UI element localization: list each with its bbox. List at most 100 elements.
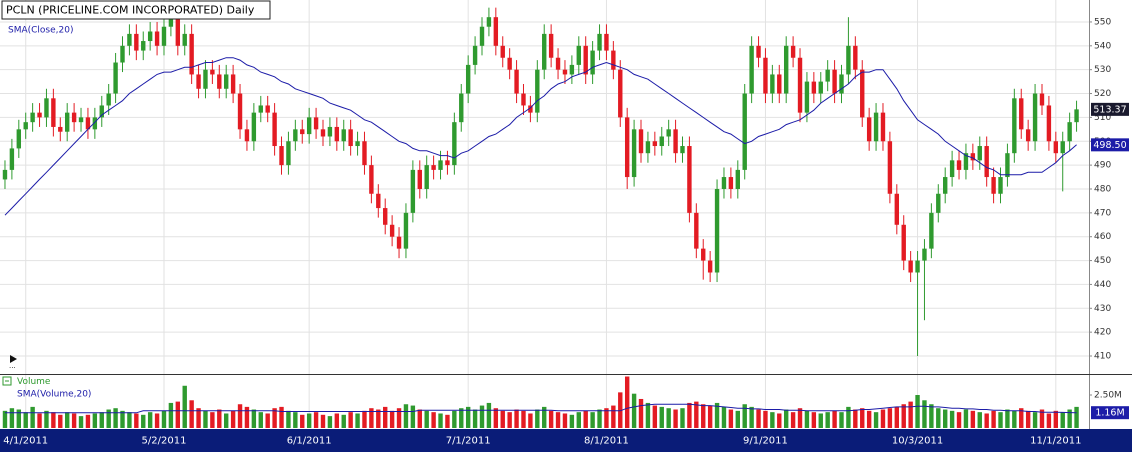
candle-body (2, 169, 8, 180)
candle-body (860, 69, 865, 118)
volume-bar (846, 406, 851, 428)
volume-bar (369, 408, 374, 428)
candle-body (348, 129, 353, 147)
candle-body (866, 117, 872, 142)
candle-body (438, 160, 443, 170)
candle-body (618, 69, 623, 118)
volume-bar (680, 408, 685, 428)
volume-bar (894, 406, 900, 428)
volume-bar (196, 408, 201, 428)
volume-bar (355, 413, 360, 428)
volume-legend: Volume (17, 377, 51, 387)
volume-bar (396, 408, 402, 428)
candle-body (300, 129, 305, 135)
x-tick-label: 7/1/2011 (446, 436, 491, 447)
candle-body (58, 126, 63, 132)
candle-body (147, 31, 153, 42)
volume-bar (638, 398, 644, 428)
volume-bar (548, 410, 554, 428)
candle-body (217, 74, 222, 89)
candle-body (134, 33, 139, 51)
volume-bar (431, 412, 436, 428)
candle-body (714, 188, 720, 273)
candle-body (272, 112, 277, 147)
volume-bar (23, 412, 28, 428)
volume-bar (92, 413, 98, 428)
volume-bar (1019, 408, 1024, 428)
volume-bar (479, 405, 485, 428)
candle-body (493, 17, 499, 46)
volume-bar (189, 400, 194, 428)
candle-body (825, 69, 830, 82)
volume-bar (106, 409, 111, 428)
volume-bar (120, 410, 125, 428)
candle-body (362, 141, 367, 166)
volume-bar (327, 416, 333, 428)
candle-body (417, 169, 422, 189)
last-close-box (1091, 102, 1129, 116)
volume-bar (410, 405, 416, 428)
volume-bar (507, 412, 512, 428)
candle-body (127, 33, 132, 46)
candle-body (880, 112, 886, 142)
candle-body (120, 45, 125, 63)
candle-body (583, 45, 588, 75)
volume-bar (528, 413, 533, 428)
candle-body (631, 129, 637, 178)
volume-bar (652, 405, 658, 428)
volume-bar (244, 406, 250, 428)
candle-body (64, 112, 70, 132)
volume-bar (30, 406, 35, 428)
candle-body (991, 177, 996, 194)
candle-body (984, 146, 989, 178)
title-box (1, 0, 271, 20)
candle-body (459, 93, 464, 123)
candle-body (887, 141, 893, 194)
expand-arrow[interactable] (10, 355, 17, 363)
candle-body (210, 69, 215, 75)
volume-bar (790, 412, 796, 428)
volume-bar (922, 400, 927, 428)
candle-body (286, 141, 291, 166)
candle-body (293, 129, 298, 142)
volume-bar (998, 412, 1003, 428)
volume-bar (618, 392, 623, 428)
candle-body (71, 112, 77, 123)
volume-bar (521, 410, 526, 428)
candle-body (410, 169, 416, 213)
x-tick-label: 9/1/2011 (743, 436, 788, 447)
y-tick-label: 420 (1094, 328, 1111, 338)
volume-bar (583, 410, 588, 428)
candle-body (327, 126, 333, 137)
volume-bar (749, 406, 754, 428)
volume-bar (417, 409, 422, 428)
last-volume-sma-label: 1.16M (1095, 408, 1124, 419)
candle-body (106, 93, 111, 106)
volume-bar (134, 413, 139, 428)
volume-bar (707, 405, 713, 428)
volume-bar (687, 402, 692, 428)
volume-bar (452, 410, 457, 428)
candle-body (777, 74, 782, 94)
candle-body (756, 45, 761, 58)
candle-body (694, 212, 699, 249)
volume-bar (1039, 409, 1045, 428)
volume-bar (459, 408, 464, 428)
candle-body (687, 146, 692, 213)
volume-bar (251, 409, 257, 428)
candle-body (604, 33, 609, 51)
y-tick-label: 430 (1094, 304, 1111, 314)
volume-bar (714, 402, 720, 428)
y-tick-label: 540 (1094, 41, 1111, 51)
candle-body (196, 74, 201, 89)
candle-body (376, 193, 381, 209)
candle-body (790, 45, 796, 58)
volume-bar (991, 410, 996, 428)
candle-body (1019, 98, 1024, 130)
volume-sma-legend: SMA(Volume,20) (17, 390, 91, 400)
volume-bar (348, 412, 353, 428)
volume-bar (472, 409, 478, 428)
volume-bar (85, 414, 91, 428)
x-tick-label: 6/1/2011 (287, 436, 332, 447)
